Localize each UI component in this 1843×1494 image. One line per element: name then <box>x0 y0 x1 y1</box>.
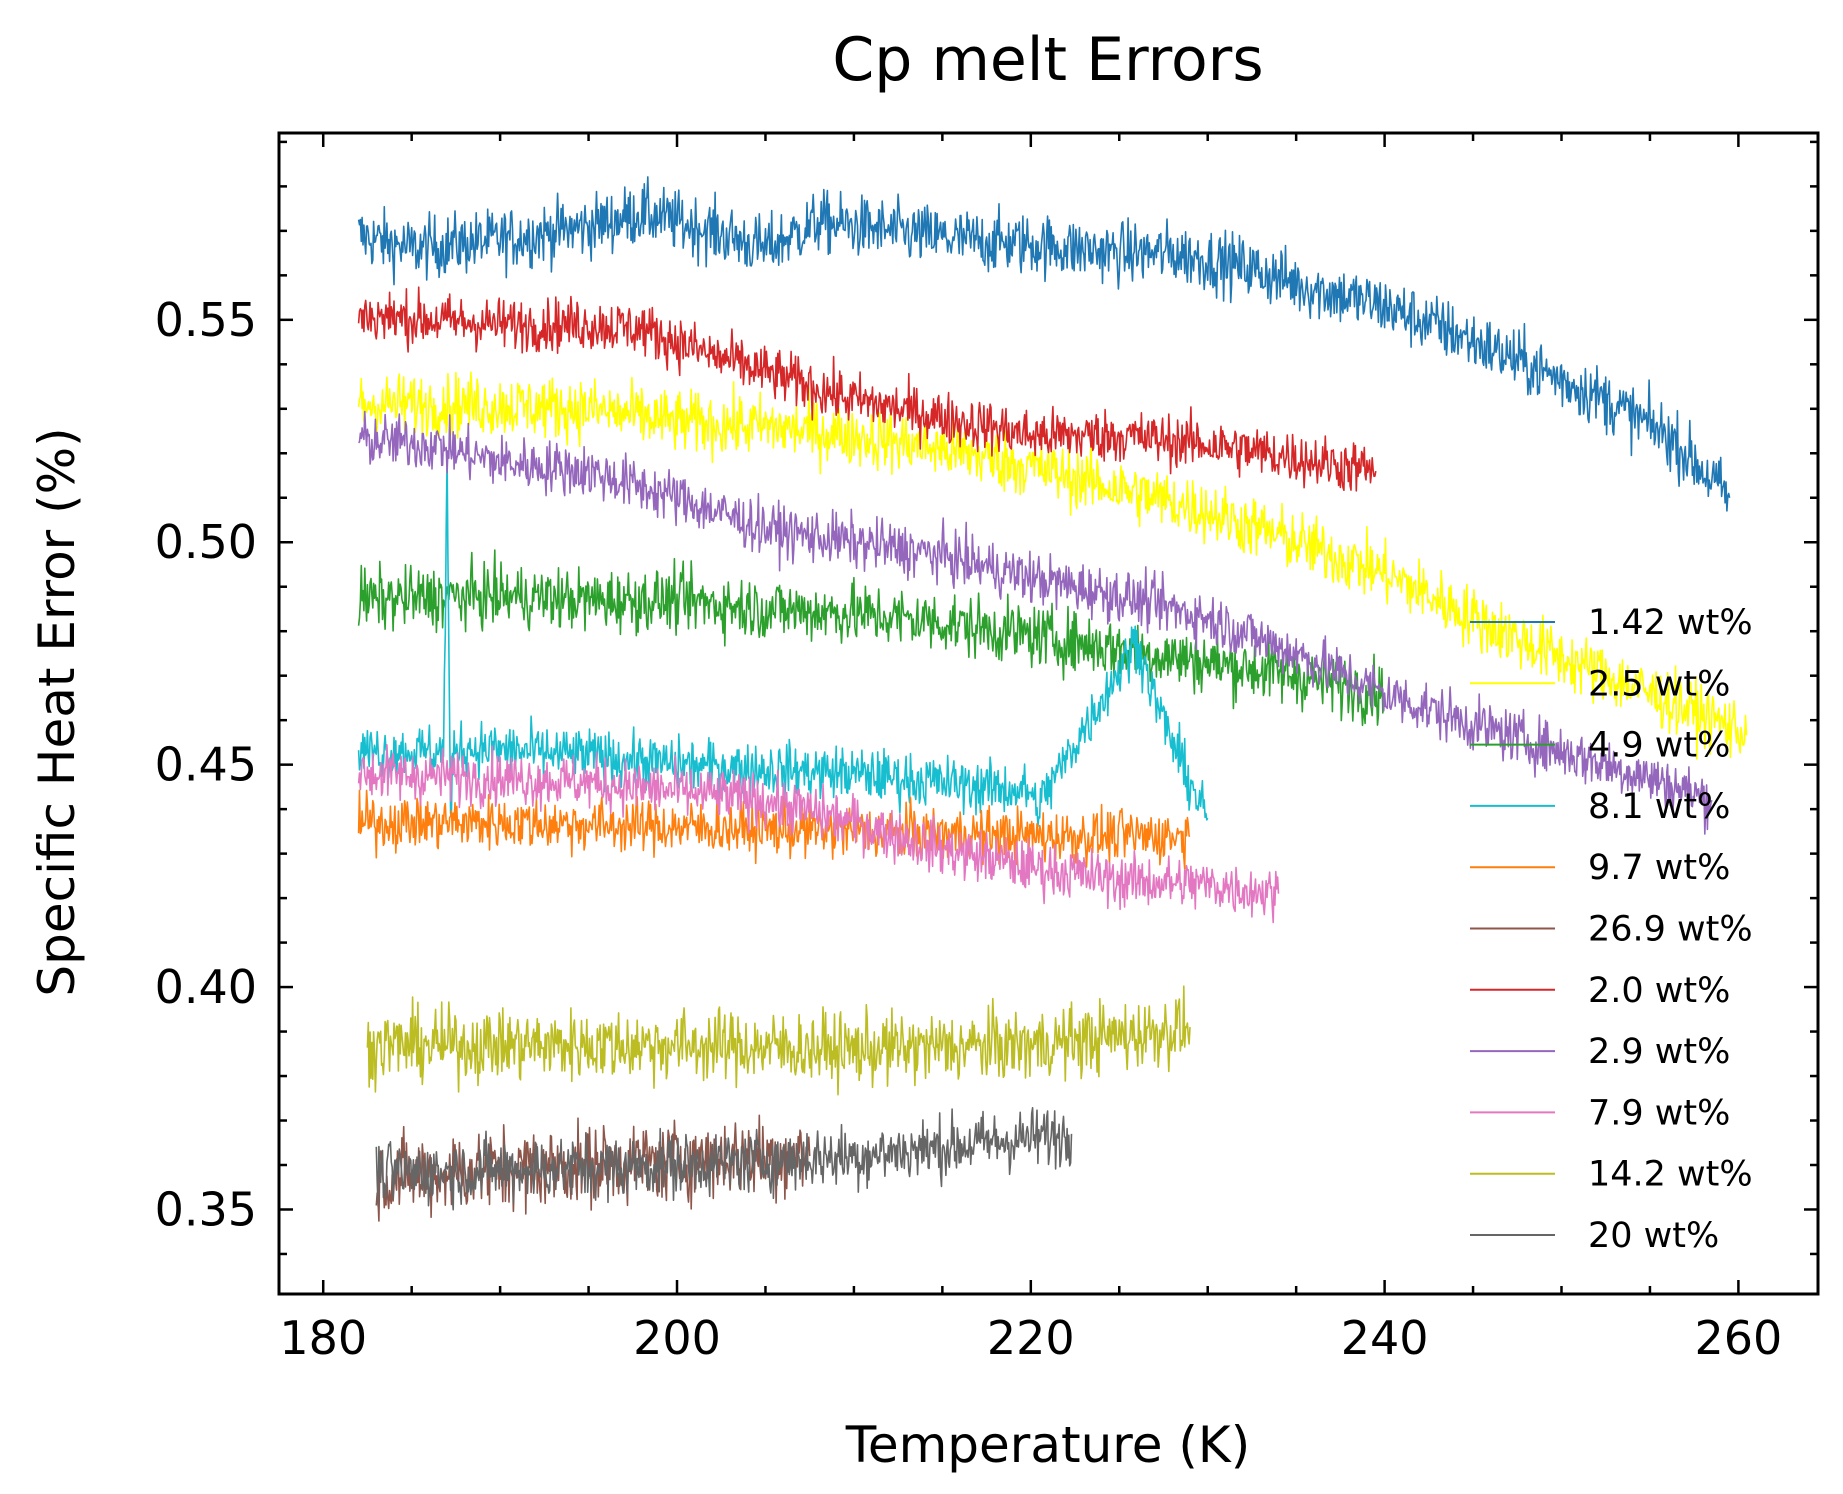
series-line-9 <box>357 744 1280 924</box>
series-line-3 <box>357 549 1386 727</box>
series-line-10 <box>366 985 1191 1096</box>
series-line-8 <box>358 410 1713 835</box>
x-tick-label: 180 <box>279 1311 367 1365</box>
legend-label: 14.2 wt% <box>1588 1155 1753 1195</box>
y-tick-label: 0.50 <box>155 515 257 569</box>
chart-title: Cp melt Errors <box>832 25 1263 95</box>
x-tick-label: 220 <box>987 1311 1075 1365</box>
legend-label: 26.9 wt% <box>1588 910 1753 950</box>
legend-label: 2.0 wt% <box>1588 971 1730 1011</box>
legend-label: 4.9 wt% <box>1588 726 1730 766</box>
y-tick-label: 0.35 <box>155 1182 257 1236</box>
y-axis-label: Specific Heat Error (%) <box>28 427 86 996</box>
series-line-4 <box>357 456 1209 828</box>
legend-label: 1.42 wt% <box>1588 603 1753 643</box>
x-tick-label: 240 <box>1341 1311 1429 1365</box>
x-tick-label: 200 <box>633 1311 721 1365</box>
legend-label: 8.1 wt% <box>1588 787 1730 827</box>
y-tick-label: 0.55 <box>155 293 257 347</box>
series-line-5 <box>357 789 1191 870</box>
legend: 1.42 wt% 2.5 wt% 4.9 wt% 8.1 wt% 9.7 wt% 26.9… <box>1470 603 1753 1256</box>
series-line-11 <box>375 1107 1073 1211</box>
legend-label: 9.7 wt% <box>1588 848 1730 888</box>
plot-lines <box>357 176 1748 1222</box>
series-line-1 <box>357 176 1731 512</box>
legend-label: 2.5 wt% <box>1588 664 1730 704</box>
legend-label: 20 wt% <box>1588 1216 1719 1256</box>
x-tick-label: 260 <box>1694 1311 1782 1365</box>
axis-ticks: 180 200 220 240 260 0.35 0.40 0.45 0.50 0.55 <box>155 133 1818 1365</box>
series-line-2 <box>357 371 1748 760</box>
y-tick-label: 0.45 <box>155 738 257 792</box>
x-axis-label: Temperature (K) <box>845 1416 1250 1474</box>
y-tick-label: 0.40 <box>155 960 257 1014</box>
series-line-7 <box>357 286 1377 492</box>
plot-frame <box>277 131 1820 1296</box>
legend-label: 2.9 wt% <box>1588 1032 1730 1072</box>
legend-label: 7.9 wt% <box>1588 1093 1730 1133</box>
